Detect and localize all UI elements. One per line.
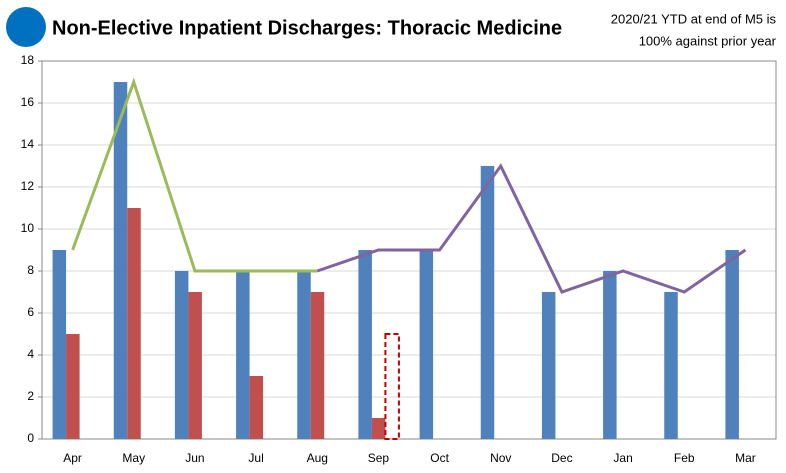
x-tick-label: Jun <box>185 451 204 465</box>
x-tick-label: Oct <box>430 451 449 465</box>
bar <box>52 250 67 439</box>
logo-icon <box>6 7 46 47</box>
bar <box>188 292 202 439</box>
bar <box>419 250 434 439</box>
y-tick-label: 10 <box>21 221 35 235</box>
bar <box>480 166 495 439</box>
y-tick-label: 0 <box>27 431 34 445</box>
y-tick-label: 12 <box>21 179 35 193</box>
y-tick-label: 16 <box>21 95 35 109</box>
bar <box>310 292 325 439</box>
bar <box>249 376 264 439</box>
y-tick-label: 18 <box>21 53 35 67</box>
bar <box>127 208 141 439</box>
annotation: 2020/21 YTD at end of M5 is <box>611 11 777 26</box>
x-tick-label: Mar <box>735 451 756 465</box>
bar <box>384 333 400 440</box>
bar <box>236 271 250 439</box>
y-tick-label: 14 <box>21 137 35 151</box>
bar <box>603 271 617 439</box>
bar <box>174 271 189 439</box>
bar <box>297 271 311 439</box>
x-tick-label: May <box>122 451 145 465</box>
y-tick-label: 6 <box>27 305 34 319</box>
x-tick-label: Sep <box>368 451 390 465</box>
x-tick-label: Apr <box>63 451 82 465</box>
bar <box>541 292 556 439</box>
bar <box>664 292 678 439</box>
line <box>316 163 747 294</box>
annotation: 100% against prior year <box>639 33 777 48</box>
plot-frame <box>41 60 777 440</box>
x-tick-label: Feb <box>674 451 695 465</box>
x-tick-label: Jan <box>613 451 632 465</box>
bar <box>371 418 386 439</box>
y-tick-label: 8 <box>27 263 34 277</box>
y-tick-label: 4 <box>27 347 34 361</box>
bar <box>358 250 372 439</box>
line <box>71 77 318 273</box>
x-tick-label: Dec <box>551 451 572 465</box>
chart-title: Non-Elective Inpatient Discharges: Thora… <box>52 17 562 39</box>
bar <box>725 250 739 439</box>
x-tick-label: Aug <box>307 451 328 465</box>
x-tick-label: Nov <box>490 451 511 465</box>
bar <box>113 82 128 439</box>
x-tick-label: Jul <box>248 451 263 465</box>
bar <box>66 334 80 439</box>
y-tick-label: 2 <box>27 389 34 403</box>
